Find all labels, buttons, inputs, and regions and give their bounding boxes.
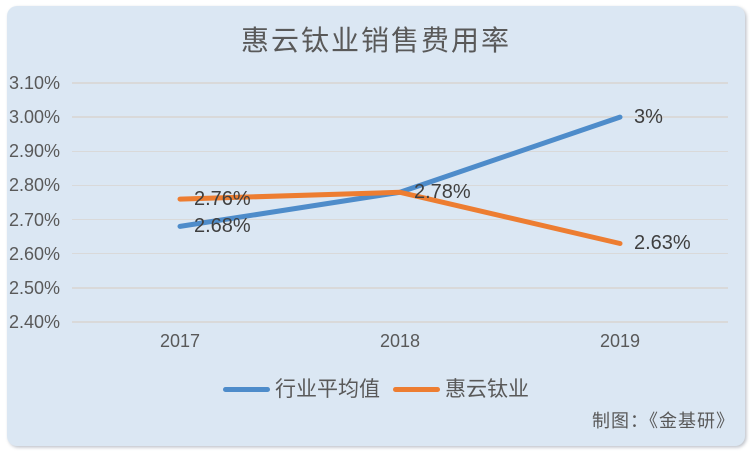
data-label-industry-average-2018: 2.78% (414, 181, 471, 204)
data-label-huiyun-titanium-2019: 2.63% (634, 232, 691, 255)
x-axis-label: 2019 (599, 331, 641, 351)
legend-label-industry-average: 行业平均值 (275, 377, 380, 401)
y-axis-tick-label: 2.40% (8, 312, 60, 332)
legend-item-huiyun-titanium: 惠云钛业 (393, 379, 529, 400)
gridline (72, 184, 728, 187)
gridline (72, 218, 728, 221)
y-axis-tick-label: 2.80% (8, 175, 60, 196)
chart-card-background (7, 6, 745, 446)
gridline (72, 252, 728, 255)
data-label-huiyun-titanium-2017: 2.76% (194, 188, 251, 211)
chart-title: 惠云钛业销售费用率 (240, 25, 511, 56)
y-axis-tick-label: 2.60% (8, 243, 60, 264)
x-axis-label: 2017 (159, 331, 201, 351)
y-axis-tick-label: 2.90% (8, 141, 60, 162)
data-label-industry-average-2017: 2.68% (194, 215, 251, 238)
legend-label-huiyun-titanium: 惠云钛业 (445, 377, 529, 401)
attribution: 制图：《金基研》 (592, 411, 735, 431)
gridline (72, 82, 728, 84)
legend-item-industry-average: 行业平均值 (223, 379, 380, 400)
series-line-huiyun-titanium (177, 189, 623, 246)
y-axis-tick-label: 3.00% (8, 107, 60, 128)
legend: 行业平均值 惠云钛业 (7, 377, 745, 401)
legend-line-swatch-huiyun-titanium (393, 386, 440, 392)
gridline (72, 287, 728, 289)
data-label-industry-average-2019: 3% (634, 106, 663, 129)
legend-line-swatch-industry-average (223, 386, 270, 392)
gridline (72, 116, 728, 118)
y-axis-tick-label: 3.10% (8, 73, 60, 93)
y-axis-tick-label: 2.50% (8, 277, 60, 298)
gridline (72, 150, 728, 153)
gridline (72, 321, 728, 323)
x-axis-label: 2018 (379, 331, 421, 351)
y-axis-tick-label: 2.70% (8, 209, 60, 230)
